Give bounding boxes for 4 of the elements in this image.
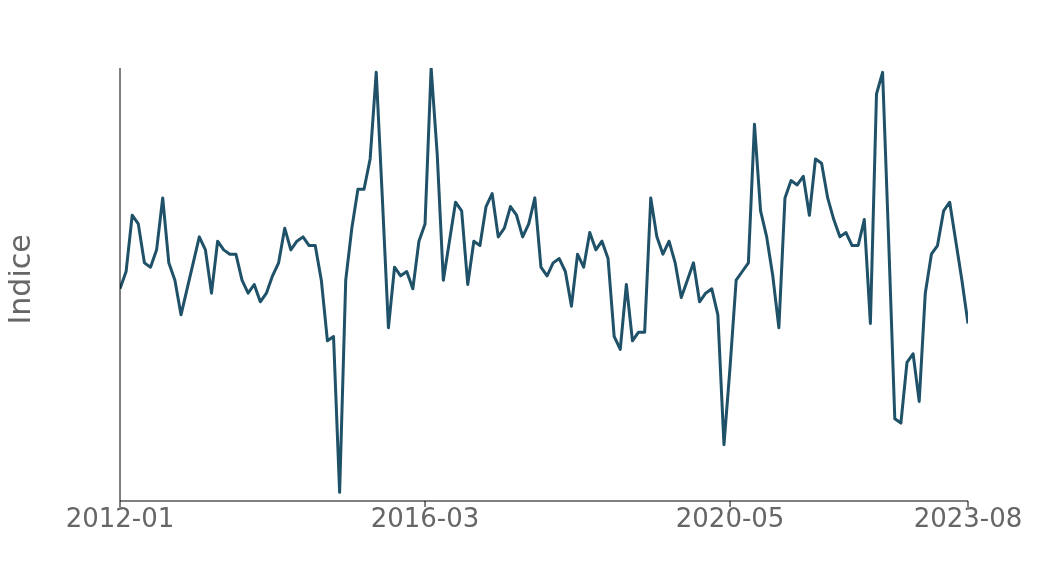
x-tick-label: 2020-05 xyxy=(675,503,785,534)
x-tick-label: 2023-08 xyxy=(913,503,1023,534)
x-tick-label: 2016-03 xyxy=(370,503,480,534)
x-tick-label: 2012-01 xyxy=(65,503,175,534)
